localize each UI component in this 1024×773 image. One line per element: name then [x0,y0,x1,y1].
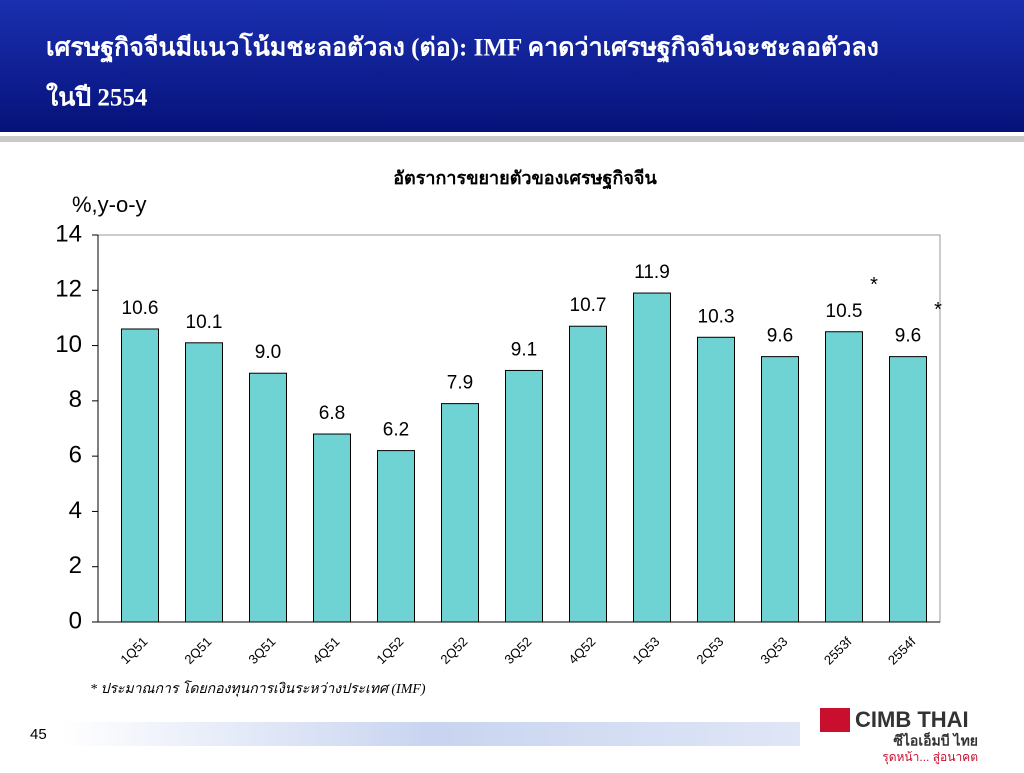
annotation: * [870,274,878,296]
y-tick-label: 14 [55,220,82,247]
y-tick-label: 6 [69,441,82,468]
y-tick-label: 2 [69,552,82,579]
bar [505,369,543,623]
bar [313,433,351,623]
annotation: * [934,299,942,321]
value-label: 10.6 [122,298,159,319]
header-band [0,0,1024,132]
x-tick-label: 3Q52 [501,634,534,667]
value-label: 10.1 [186,312,223,333]
bar [697,336,735,623]
value-label: 6.8 [319,403,345,424]
value-label: 9.6 [767,326,793,347]
y-axis-label: %,y-o-y [72,192,147,217]
logo-name: CIMB THAI [855,707,969,732]
value-label: 10.3 [698,306,735,327]
bar [249,372,287,623]
bar [185,342,223,623]
logo-thai: ซีไอเอ็มบี ไทย [893,732,978,749]
x-tick-label: 4Q52 [565,634,598,667]
value-label: 6.2 [383,420,409,441]
y-tick-label: 0 [69,607,82,634]
bar [633,292,671,623]
logo-icon [820,708,850,732]
y-tick-label: 12 [55,276,82,303]
x-tick-label: 1Q52 [373,634,406,667]
x-tick-label: 2Q51 [181,634,214,667]
value-label: 11.9 [634,262,670,283]
value-label: 9.0 [255,342,281,363]
y-tick-label: 4 [69,497,82,524]
value-label: 7.9 [447,373,473,394]
bar [889,356,927,623]
value-label: 9.6 [895,326,921,347]
bar [569,325,607,623]
bar [441,403,479,623]
x-tick-label: 1Q51 [117,634,150,667]
x-tick-label: 3Q51 [245,634,278,667]
logo-slogan: รุดหน้า... สู่อนาคต [882,750,978,765]
x-tick-label: 2Q52 [437,634,470,667]
y-tick-label: 10 [55,331,82,358]
x-tick-label: 1Q53 [629,634,662,667]
x-tick-label: 2553f [821,634,855,668]
footnote: * ประมาณการ โดยกองทุนการเงินระหว่างประเท… [90,680,426,697]
slide-title: เศรษฐกิจจีนมีแนวโน้มชะลอตัวลง (ต่อ): IMF… [46,32,879,64]
x-tick-label: 3Q53 [757,634,790,667]
chart-title: อัตราการขยายตัวของเศรษฐกิจจีน [393,168,657,190]
value-label: 10.5 [826,301,863,322]
value-label: 9.1 [511,339,537,360]
y-tick-label: 8 [69,386,82,413]
x-tick-label: 4Q51 [309,634,342,667]
bar [761,356,799,623]
bar [121,328,159,623]
slide-title: ในปี 2554 [46,82,148,112]
page-number: 45 [30,726,47,743]
x-tick-label: 2554f [885,634,919,668]
footer-strip [60,722,800,746]
bar [825,331,863,623]
x-tick-label: 2Q53 [693,634,726,667]
value-label: 10.7 [570,295,607,316]
header-rule [0,136,1024,142]
bar [377,450,415,623]
